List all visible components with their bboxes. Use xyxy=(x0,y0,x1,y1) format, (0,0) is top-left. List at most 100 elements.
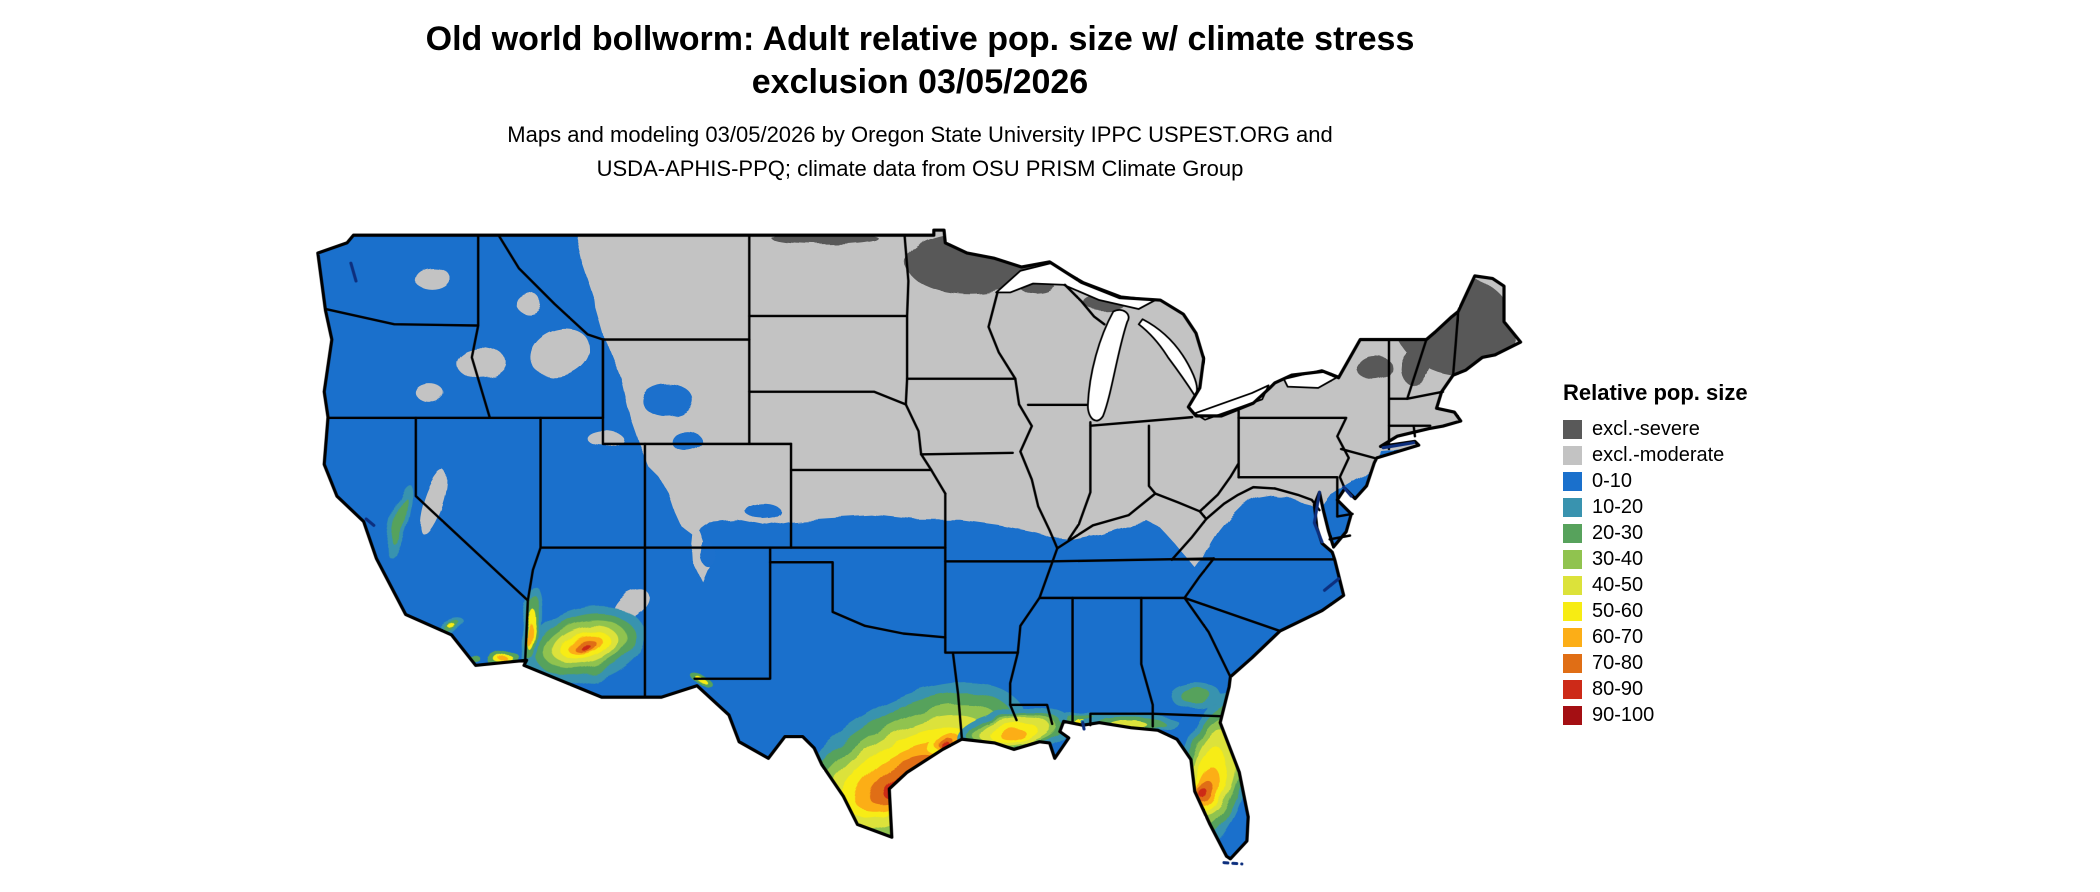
legend-label: 70-80 xyxy=(1592,651,1644,674)
state-border xyxy=(951,651,964,740)
legend-row: 90-100 xyxy=(1563,702,1748,728)
legend-label: excl.-severe xyxy=(1592,417,1700,440)
raster-patch xyxy=(415,384,444,402)
legend-row: 20-30 xyxy=(1563,520,1748,546)
raster-patch xyxy=(1200,788,1207,799)
state-border xyxy=(1451,310,1460,377)
legend-label: 10-20 xyxy=(1592,495,1644,518)
state-border xyxy=(693,546,772,680)
title-line-1: Old world bollworm: Adult relative pop. … xyxy=(425,20,1415,58)
legend-swatch xyxy=(1563,679,1582,699)
legend-label: 60-70 xyxy=(1592,625,1644,648)
state-border xyxy=(1183,596,1232,679)
pamlico-sound-water xyxy=(1323,577,1341,592)
raster-patch xyxy=(414,267,451,290)
title-line-2: exclusion 03/05/2026 xyxy=(751,63,1089,101)
state-border xyxy=(1183,557,1216,600)
page-title: Old world bollworm: Adult relative pop. … xyxy=(130,18,1710,104)
legend-row: excl.-severe xyxy=(1563,416,1748,442)
legend-swatch xyxy=(1563,497,1582,517)
legend-swatch xyxy=(1563,601,1582,621)
raster-patch xyxy=(587,431,624,447)
legend-label: 0-10 xyxy=(1592,469,1633,492)
raster-patch xyxy=(499,656,509,662)
raster-patch xyxy=(1356,354,1392,381)
state-border xyxy=(1056,463,1240,550)
legend-label: 80-90 xyxy=(1592,677,1644,700)
raster-patch xyxy=(580,644,591,651)
raster-layer xyxy=(317,230,1521,859)
state-border xyxy=(1387,390,1445,400)
state-border xyxy=(1170,510,1208,561)
legend: Relative pop. size excl.-severe excl.-mo… xyxy=(1563,380,1748,728)
chesapeake-bay-water xyxy=(1312,490,1324,544)
legend-swatch xyxy=(1563,445,1582,465)
legend-label: 20-30 xyxy=(1592,521,1644,544)
legend-label: 40-50 xyxy=(1592,573,1644,596)
raster-patch xyxy=(1399,349,1431,386)
legend-swatch xyxy=(1563,575,1582,595)
raster-patch xyxy=(699,540,715,567)
state-border xyxy=(903,233,910,406)
legend-label: excl.-moderate xyxy=(1592,443,1725,466)
raster-patch xyxy=(391,496,407,544)
raster-patch xyxy=(447,623,456,628)
state-border xyxy=(1089,415,1194,427)
lake-michigan xyxy=(1086,309,1130,422)
delaware-bay-water xyxy=(1342,485,1353,498)
state-border xyxy=(768,561,947,639)
state-border xyxy=(1147,424,1157,495)
state-border xyxy=(1089,712,1223,727)
hotspot-arizona xyxy=(525,605,645,685)
state-border xyxy=(944,557,1216,563)
legend-row: 30-40 xyxy=(1563,546,1748,572)
long-island-sound-water xyxy=(1381,441,1416,450)
state-border xyxy=(987,291,1059,550)
raster-patch xyxy=(455,347,507,378)
legend-label: 90-100 xyxy=(1592,703,1655,726)
subtitle-line-1: Maps and modeling 03/05/2026 by Oregon S… xyxy=(507,122,1333,147)
state-border xyxy=(1063,283,1106,326)
san-francisco-bay-water xyxy=(364,517,376,527)
hotspot-houston xyxy=(928,728,966,756)
state-border xyxy=(497,233,605,420)
legend-row: 0-10 xyxy=(1563,468,1748,494)
state-border xyxy=(1237,416,1350,488)
legend-swatch xyxy=(1563,627,1582,647)
state-border xyxy=(526,416,542,602)
state-border xyxy=(748,390,908,406)
state-border xyxy=(470,233,491,419)
legend-swatch xyxy=(1563,471,1582,491)
raster-patch xyxy=(1180,688,1212,704)
state-border xyxy=(1140,596,1154,728)
state-border xyxy=(944,492,1020,654)
raster-patch xyxy=(529,328,590,377)
raster-patch xyxy=(526,623,533,647)
raster-patch xyxy=(671,431,703,452)
state-border xyxy=(1008,703,1054,726)
state-border xyxy=(919,451,1014,456)
raster-patch xyxy=(1000,729,1026,740)
puget-sound-water xyxy=(349,261,358,283)
mobile-bay-water xyxy=(1081,721,1086,731)
legend-row: excl.-moderate xyxy=(1563,442,1748,468)
page-subtitle: Maps and modeling 03/05/2026 by Oregon S… xyxy=(130,118,1710,186)
state-border xyxy=(324,307,480,327)
raster-patch xyxy=(642,384,694,418)
legend-swatch xyxy=(1563,549,1582,569)
legend-swatch xyxy=(1563,705,1582,725)
legend-row: 70-80 xyxy=(1563,650,1748,676)
state-border xyxy=(1237,476,1339,518)
raster-patch xyxy=(770,231,878,245)
state-border xyxy=(1067,421,1092,541)
florida-keys-water xyxy=(1222,861,1244,866)
legend-row: 10-20 xyxy=(1563,494,1748,520)
state-borders xyxy=(324,233,1460,740)
legend-row: 50-60 xyxy=(1563,598,1748,624)
legend-label: 30-40 xyxy=(1592,547,1644,570)
state-border xyxy=(414,416,530,661)
water-detail xyxy=(349,261,1416,866)
state-border xyxy=(1204,485,1277,521)
legend-swatch xyxy=(1563,419,1582,439)
